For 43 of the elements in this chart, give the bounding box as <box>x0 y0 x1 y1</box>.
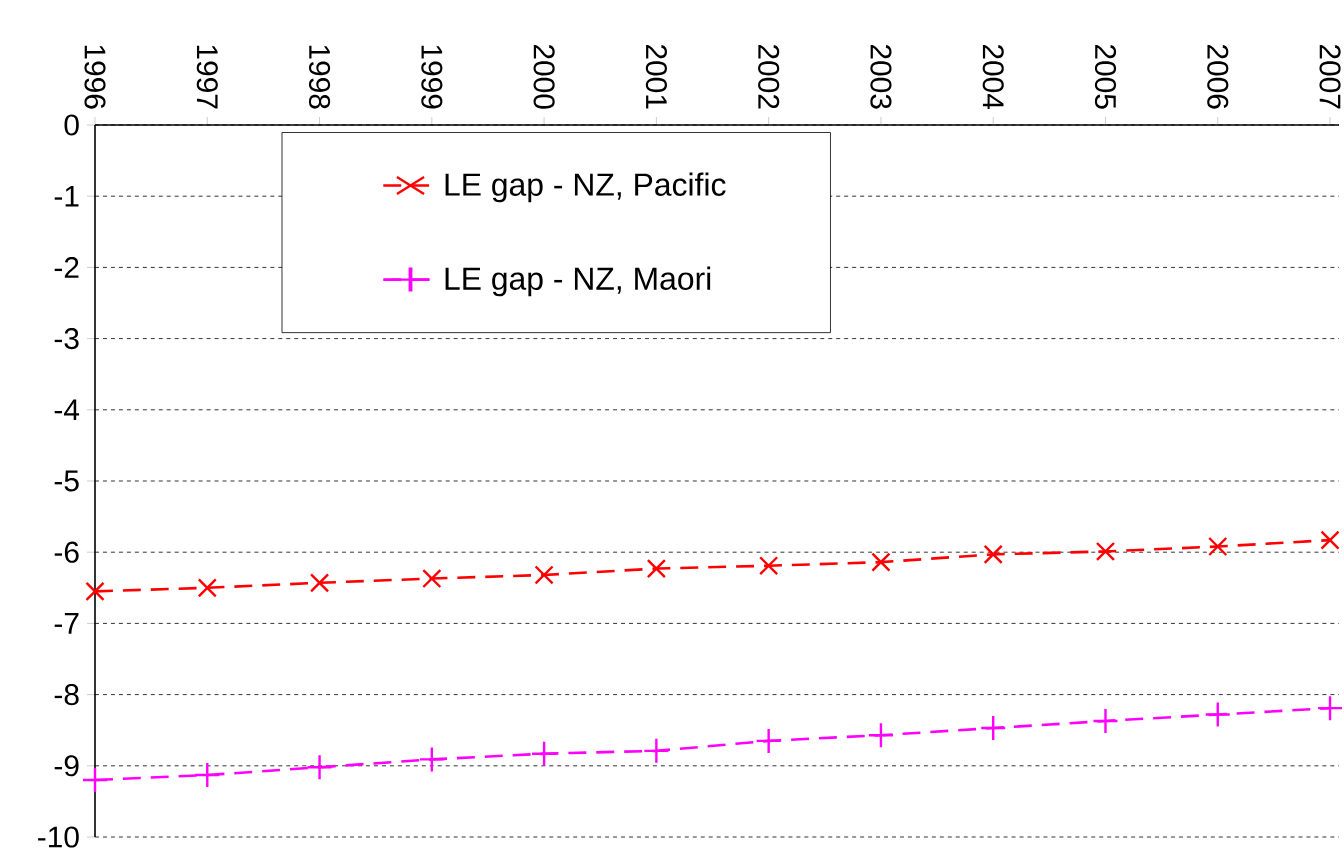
x-tick-label: 2007 <box>1319 44 1341 109</box>
y-tick-label: -6 <box>54 541 79 563</box>
point <box>85 581 105 602</box>
y-tick-label: -8 <box>54 684 79 706</box>
legend-label: LE gap - NZ, Pacific <box>445 172 726 203</box>
y-tick-label: -5 <box>54 470 79 492</box>
point <box>983 544 1003 565</box>
x-tick-label: 1998 <box>308 45 331 109</box>
y-tick-label: -7 <box>54 613 79 634</box>
point <box>1095 541 1116 562</box>
point <box>422 568 442 589</box>
point <box>309 573 330 593</box>
point <box>1208 536 1228 557</box>
y-tick-label: -2 <box>54 256 79 278</box>
y-tick-label: -4 <box>54 399 80 421</box>
x-tick-label: 2006 <box>1207 44 1229 109</box>
point <box>1320 530 1340 550</box>
x-tick-label: 2001 <box>645 44 667 109</box>
x-tick-label: 2004 <box>982 44 1004 110</box>
y-tick-label: -1 <box>54 185 79 207</box>
point <box>534 565 554 585</box>
point <box>1093 708 1118 733</box>
x-tick-label: 1997 <box>196 45 218 109</box>
point <box>1205 702 1230 727</box>
point <box>646 558 667 579</box>
point <box>758 556 779 576</box>
point <box>307 755 332 780</box>
y-tick-label: -9 <box>54 755 79 777</box>
point <box>419 747 444 772</box>
point <box>644 738 669 763</box>
x-tick-label: 1999 <box>421 45 443 109</box>
x-tick-label: 2005 <box>1094 44 1117 109</box>
y-tick-label: 0 <box>64 114 79 136</box>
point <box>197 578 217 598</box>
x-tick-label: 2000 <box>533 44 555 109</box>
x-tick-label: 1996 <box>84 45 106 109</box>
legend-label: LE gap - NZ, Maori <box>445 266 711 297</box>
y-tick-label: -10 <box>38 826 79 848</box>
x-tick-label: 2003 <box>870 44 892 109</box>
y-tick-label: -3 <box>54 328 79 350</box>
point <box>756 728 781 753</box>
point <box>871 552 891 572</box>
x-tick-label: 2002 <box>758 44 780 109</box>
